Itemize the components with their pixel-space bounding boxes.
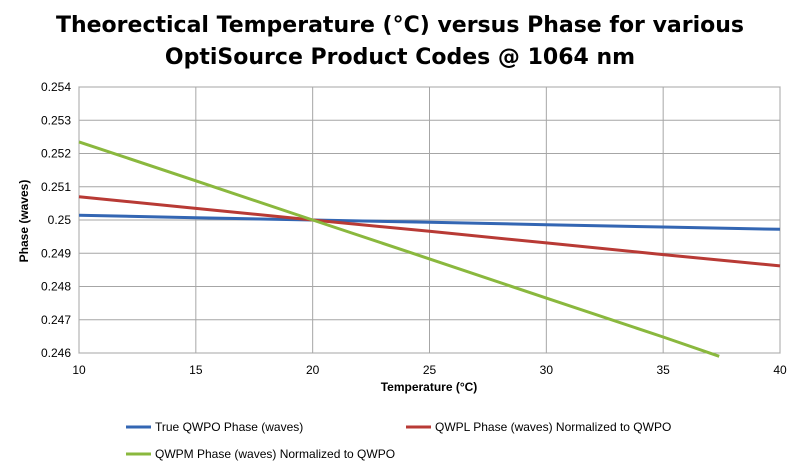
legend-label: QWPM Phase (waves) Normalized to QWPO	[155, 447, 395, 461]
y-tick-label: 0.25	[48, 213, 72, 227]
x-tick-label: 25	[423, 363, 437, 377]
series-lines	[78, 140, 781, 358]
x-tick-label: 40	[773, 363, 787, 377]
y-tick-label: 0.253	[41, 113, 71, 127]
chart-title: Theorectical Temperature (°C) versus Pha…	[56, 13, 744, 70]
series-line-2	[78, 195, 781, 268]
x-tick-label: 30	[540, 363, 554, 377]
y-tick-label: 0.247	[41, 313, 71, 327]
y-tick-label: 0.254	[41, 80, 71, 94]
chart-title-line-2: OptiSource Product Codes @ 1064 nm	[165, 45, 635, 70]
series-line-3	[78, 140, 720, 358]
y-tick-label: 0.252	[41, 147, 71, 161]
x-tick-label: 10	[72, 363, 86, 377]
series-line-1	[78, 213, 781, 231]
y-tick-label: 0.249	[41, 246, 71, 260]
x-tick-label: 35	[656, 363, 670, 377]
x-axis-ticks: 10 15 20 25 30 35 40	[72, 363, 787, 377]
legend-item-2: QWPL Phase (waves) Normalized to QWPO	[406, 420, 671, 434]
y-axis-title: Phase (waves)	[17, 180, 31, 263]
x-axis-title: Temperature (°C)	[381, 380, 478, 394]
x-tick-label: 20	[306, 363, 320, 377]
legend-item-3: QWPM Phase (waves) Normalized to QWPO	[126, 447, 395, 461]
legend-label: True QWPO Phase (waves)	[155, 420, 303, 434]
legend: True QWPO Phase (waves) QWPL Phase (waves…	[126, 420, 671, 461]
x-tick-label: 15	[189, 363, 203, 377]
chart-title-line-1: Theorectical Temperature (°C) versus Pha…	[56, 13, 744, 38]
y-tick-label: 0.251	[41, 180, 71, 194]
y-tick-label: 0.248	[41, 280, 71, 294]
legend-item-1: True QWPO Phase (waves)	[126, 420, 303, 434]
y-axis-ticks: 0.246 0.247 0.248 0.249 0.25 0.251 0.252 0.253 0…	[41, 80, 71, 360]
legend-label: QWPL Phase (waves) Normalized to QWPO	[435, 420, 671, 434]
y-tick-label: 0.246	[41, 346, 71, 360]
grid	[78, 86, 781, 354]
